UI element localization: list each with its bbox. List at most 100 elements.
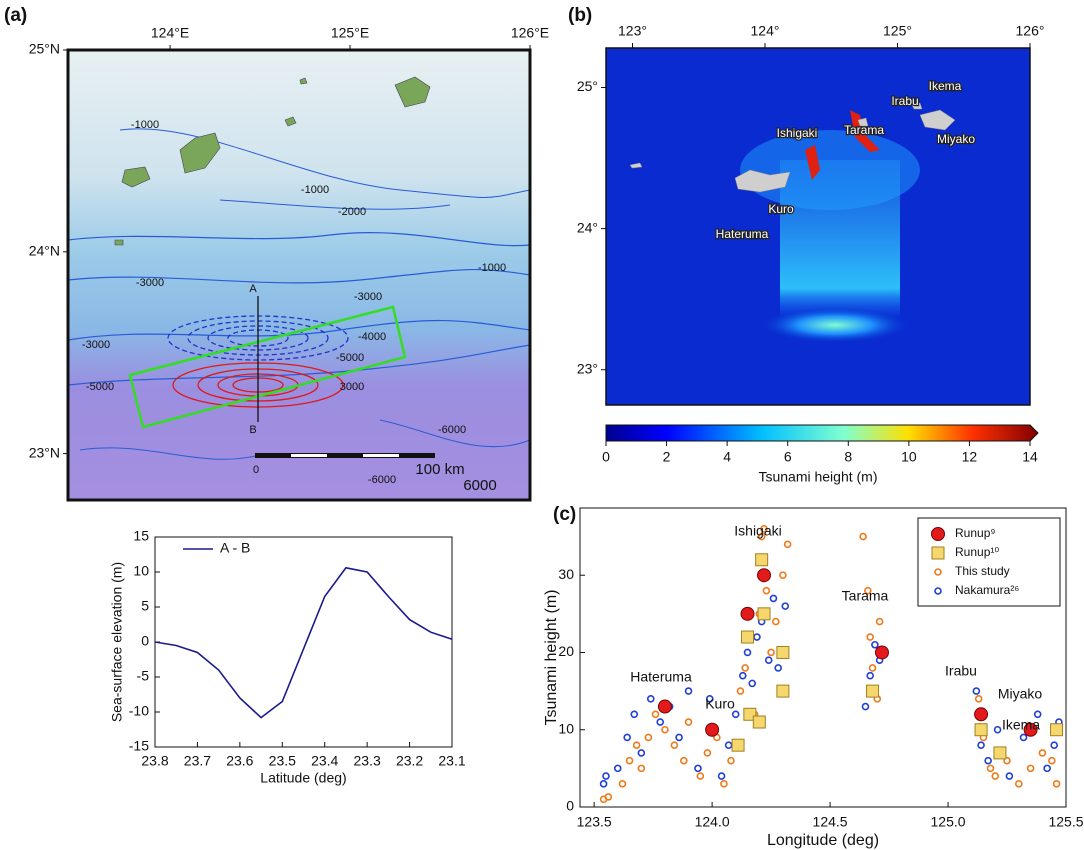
scatter-point <box>753 633 761 641</box>
scatter-point <box>1050 723 1064 737</box>
scatter-point <box>783 540 792 549</box>
scatter-point <box>993 746 1007 760</box>
x-tick-label: 124.5 <box>813 814 848 830</box>
scatter-point <box>866 684 880 698</box>
panel-label: (a) <box>4 5 27 26</box>
y-tick-label: 23°N <box>29 444 60 460</box>
x-tick-label: 23.1 <box>438 753 465 769</box>
legend-label: Nakamura²⁶ <box>955 583 1019 597</box>
scatter-point <box>1033 710 1042 719</box>
scatter-point <box>866 671 874 680</box>
panel-label: (c) <box>553 504 576 525</box>
colorbar-tick-label: 4 <box>723 449 731 465</box>
annotation: Ikema <box>929 79 962 93</box>
x-tick-label: 23.2 <box>396 753 423 769</box>
annotation: Ishigaki <box>734 523 781 539</box>
scatter-point <box>618 780 627 788</box>
scatter-point <box>993 725 1002 734</box>
scatter-point <box>1050 741 1059 749</box>
scatter-point <box>769 594 778 603</box>
y-tick-label: 0 <box>141 633 149 649</box>
y-tick-label: 10 <box>558 720 574 736</box>
scatter-point <box>743 648 752 657</box>
annotation: -3000 <box>82 339 110 351</box>
plot-frame <box>579 507 1067 808</box>
annotation: -2000 <box>338 206 366 218</box>
legend-marker <box>931 546 945 560</box>
annotation: Irabu <box>945 663 977 679</box>
y-tick-label: 30 <box>558 566 574 582</box>
map-a-background <box>66 48 532 502</box>
y-tick-label: 23° <box>577 360 598 376</box>
scatter-point <box>1048 756 1056 765</box>
y-tick-label: 10 <box>133 563 149 579</box>
annotation: Tarama <box>842 588 889 604</box>
annotation: Ishigaki <box>777 126 818 140</box>
scatter-point <box>866 633 874 641</box>
scatter-point <box>767 648 775 657</box>
x-axis-label: Longitude (deg) <box>767 832 879 849</box>
y-tick-label: 25° <box>577 78 598 94</box>
y-tick-label: 20 <box>558 643 574 659</box>
legend-label: Runup¹⁰ <box>955 545 999 559</box>
colorbar-tick-label: 6 <box>784 449 792 465</box>
legend-marker <box>934 568 942 576</box>
annotation: -5000 <box>336 352 364 364</box>
scatter-point <box>602 772 610 780</box>
scatter-point <box>776 645 790 659</box>
annotation: Miyako <box>937 132 975 146</box>
colorbar-tick-label: 14 <box>1022 449 1038 465</box>
annotation: -3000 <box>136 277 164 289</box>
x-tick-label: 125.0 <box>931 814 966 830</box>
legend-label: This study <box>955 564 1010 578</box>
scatter-point <box>984 756 992 765</box>
y-tick-label: -10 <box>129 703 149 719</box>
y-tick-label: 24°N <box>29 242 60 258</box>
scatter-point <box>755 553 769 567</box>
scatter-point <box>1003 756 1011 765</box>
scatter-point <box>680 756 688 765</box>
x-tick-label: 23.7 <box>184 753 211 769</box>
data-line <box>154 566 453 719</box>
annotation: B <box>249 424 256 436</box>
scatter-point <box>651 710 660 719</box>
legend-label: Runup⁹ <box>955 526 996 540</box>
annotation: A <box>249 283 257 295</box>
x-tick-label: 23.8 <box>141 753 168 769</box>
scatter-point <box>874 645 889 660</box>
scatter-point <box>776 684 790 698</box>
scatter-point <box>1019 733 1028 742</box>
scatter-point <box>703 749 712 757</box>
scatter-point <box>748 679 757 688</box>
scatter-point <box>972 687 981 695</box>
x-tick-label: 125.5 <box>1048 814 1083 830</box>
scatter-point <box>859 532 867 541</box>
annotation: 0 <box>253 464 259 476</box>
colorbar-tick-label: 8 <box>844 449 852 465</box>
y-tick-label: -5 <box>137 668 150 684</box>
scatter-point <box>764 656 773 665</box>
annotation: Irabu <box>891 94 918 108</box>
colorbar-tick-label: 10 <box>901 449 917 465</box>
scatter-point <box>871 640 879 649</box>
scatter-point <box>974 695 983 703</box>
annotation: -3000 <box>354 291 382 303</box>
scatter-point <box>864 586 872 595</box>
annotation: Miyako <box>998 686 1043 702</box>
annotation: -5000 <box>86 381 114 393</box>
colorbar-tick-label: 2 <box>663 449 671 465</box>
annotation: 100 km <box>415 461 464 478</box>
scatter-point <box>977 741 985 749</box>
scatter-point <box>694 764 702 773</box>
y-axis-label: Sea-surface elevation (m) <box>109 562 125 722</box>
scatter-point <box>875 617 884 626</box>
y-tick-label: 25°N <box>29 41 60 57</box>
scatter-point <box>644 733 653 742</box>
scatter-point <box>656 718 665 726</box>
plot-frame <box>154 536 453 748</box>
x-tick-label: 124°E <box>151 25 189 41</box>
map-b-background <box>605 47 1039 442</box>
annotation: -6000 <box>368 474 396 486</box>
annotation: Tarama <box>844 123 884 137</box>
